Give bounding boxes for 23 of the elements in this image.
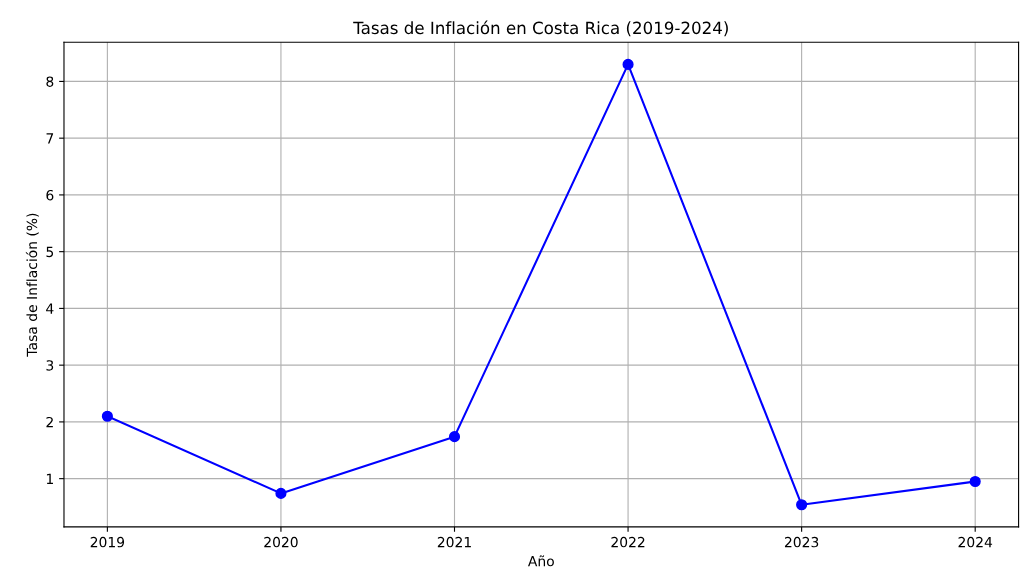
x-tick-label: 2024 <box>958 536 993 548</box>
chart-title: Tasas de Inflación en Costa Rica (2019-2024) <box>353 20 728 37</box>
point <box>101 410 113 422</box>
y-tick-label: 8 <box>46 76 54 87</box>
y-tick-label: 5 <box>46 246 54 258</box>
x-tick-label: 2019 <box>90 536 125 548</box>
y-tick-label: 2 <box>46 416 53 428</box>
y-tick-label: 1 <box>46 473 53 484</box>
point <box>622 58 634 70</box>
y-tick-label: 6 <box>46 189 54 201</box>
point <box>796 499 808 511</box>
y-axis-title: Tasa de Inflación (%) <box>25 213 39 357</box>
y-tick-label: 3 <box>46 360 54 371</box>
x-tick-label: 2023 <box>784 536 819 548</box>
y-tick-label: 7 <box>46 133 54 144</box>
point <box>448 431 461 443</box>
x-axis-title: Año <box>527 555 554 567</box>
point <box>275 487 287 499</box>
point <box>969 475 981 488</box>
x-tick-label: 2020 <box>264 536 298 548</box>
x-tick-label: 2022 <box>611 536 645 548</box>
y-tick-label: 4 <box>46 303 54 314</box>
x-tick-label: 2021 <box>437 536 471 548</box>
